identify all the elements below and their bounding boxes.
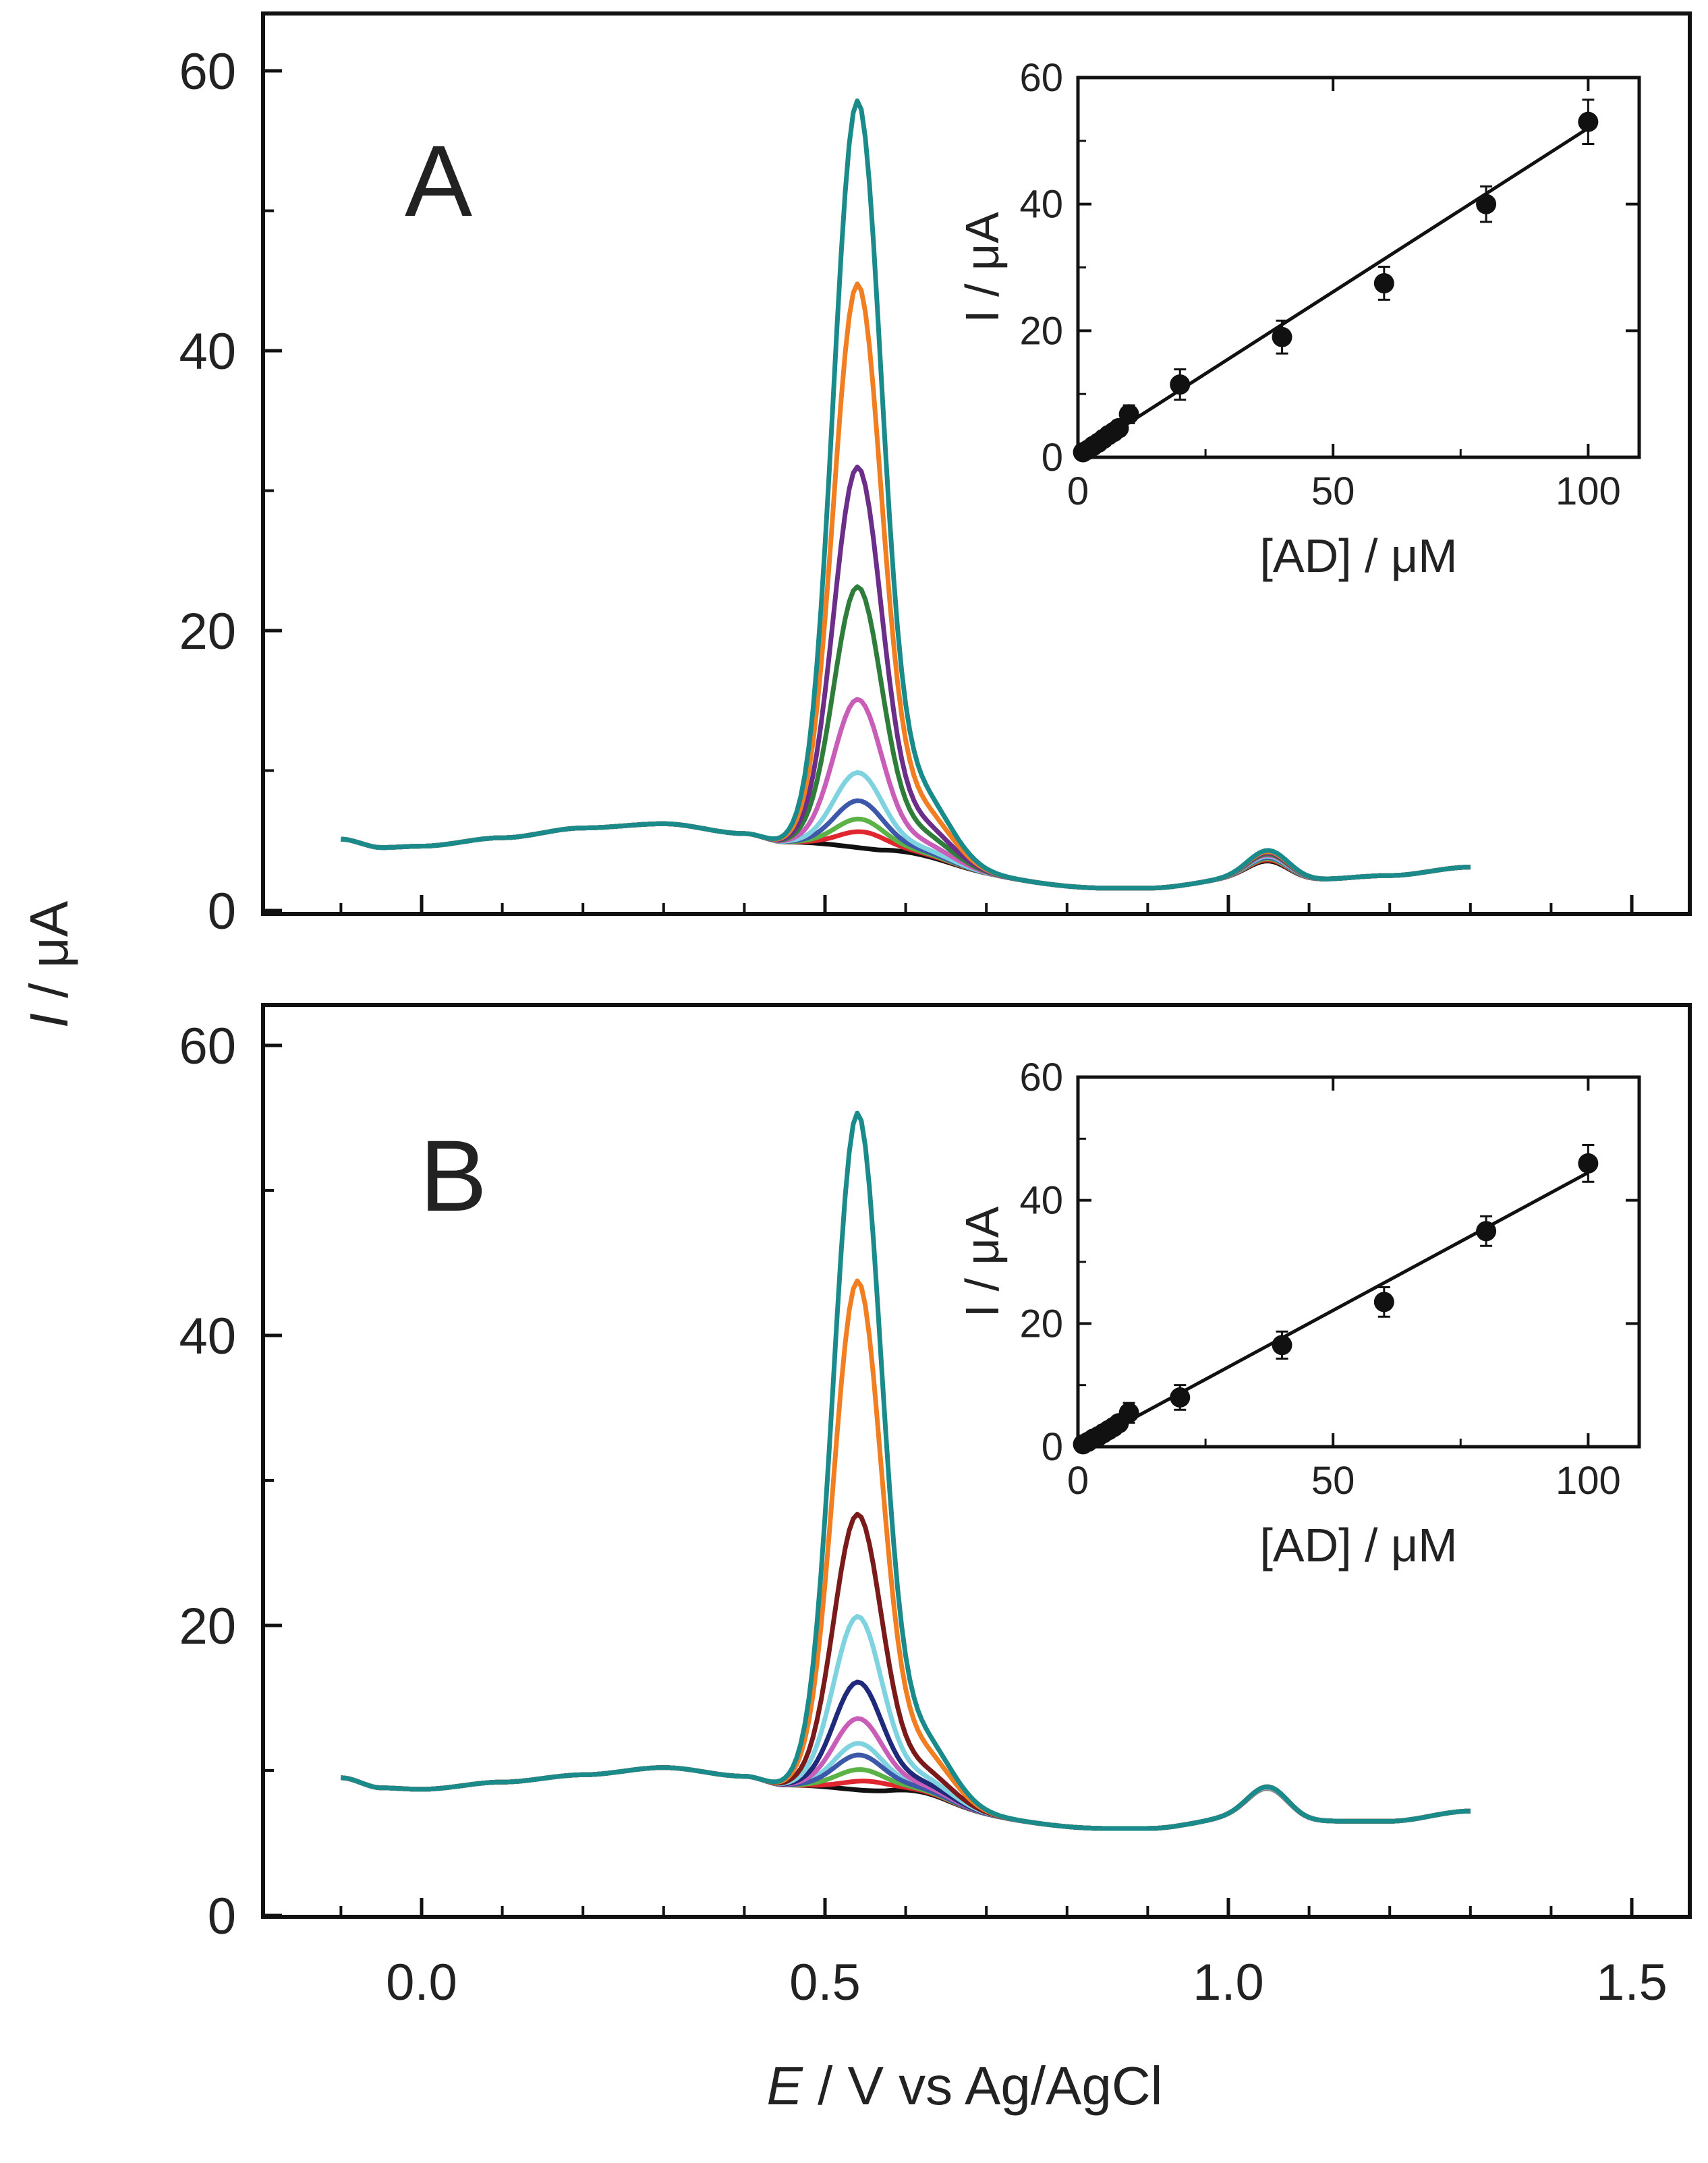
panel-b-inset-ytick-label: 60 bbox=[1019, 1056, 1063, 1099]
panel-a-inset-point bbox=[1476, 194, 1497, 214]
panel-a-inset-fit-line bbox=[1082, 126, 1589, 454]
panel-b-series-11 bbox=[341, 1110, 1471, 1831]
panel-b-ytick-label: 40 bbox=[179, 1308, 236, 1365]
panel-b-inset-xtick-label: 0 bbox=[1067, 1459, 1089, 1503]
panel-a-ytick-label: 60 bbox=[179, 43, 236, 100]
panel-a-inset-point bbox=[1118, 404, 1139, 425]
panel-b-inset-point bbox=[1170, 1387, 1191, 1408]
x-axis-label: E / V vs Ag/AgCl bbox=[767, 2056, 1163, 2116]
panel-a-inset-point bbox=[1373, 272, 1394, 293]
panel-a-frame bbox=[261, 11, 1692, 916]
panel-a-inset-ytick-label: 40 bbox=[1019, 183, 1063, 227]
x-tick-label: 0.5 bbox=[789, 1954, 861, 2011]
panel-b-inset-xtick-label: 50 bbox=[1311, 1459, 1355, 1503]
y-axis-label: I / μA bbox=[19, 900, 79, 1028]
panel-a-inset-ytick-label: 0 bbox=[1042, 436, 1063, 480]
panel-b-inset-point bbox=[1373, 1292, 1394, 1313]
panel-a-inset-xtick-label: 50 bbox=[1311, 469, 1355, 513]
panel-b-inset-frame bbox=[1076, 1075, 1641, 1449]
panel-a-inset-xtick-label: 0 bbox=[1067, 469, 1089, 513]
panel-a-inset-ylabel: I / μA bbox=[956, 212, 1008, 323]
panel-a-inset-xlabel: [AD] / μM bbox=[1259, 529, 1457, 582]
panel-a-inset-ytick-label: 60 bbox=[1019, 56, 1063, 100]
panel-a-inset-point bbox=[1170, 374, 1191, 395]
panel-a-inset-point bbox=[1578, 111, 1599, 132]
panel-a: 0 20 40 60 0 20 40 60 0 50 100 [AD] / μM I / μA bbox=[179, 43, 1641, 940]
panel-b-inset-ytick-label: 40 bbox=[1019, 1179, 1063, 1223]
x-tick-label: 1.0 bbox=[1193, 1954, 1264, 2011]
panel-b-inset-xlabel: [AD] / μM bbox=[1259, 1519, 1457, 1571]
panel-a-ytick-label: 40 bbox=[179, 323, 236, 380]
panel-b-inset-ytick-label: 20 bbox=[1019, 1302, 1063, 1346]
panel-a-letter: A bbox=[405, 124, 472, 237]
panel-a-inset-xtick-label: 100 bbox=[1556, 469, 1621, 513]
panel-b-letter: B bbox=[420, 1119, 487, 1232]
panel-b-inset-point bbox=[1118, 1402, 1139, 1423]
panel-a-series-10 bbox=[341, 98, 1471, 891]
panel-b-inset-point bbox=[1272, 1335, 1292, 1356]
panel-b-inset-xtick-label: 100 bbox=[1556, 1459, 1621, 1503]
panel-b-inset-ytick-label: 0 bbox=[1042, 1425, 1063, 1469]
panel-b-inset-point bbox=[1578, 1153, 1599, 1174]
panel-b: 0 20 40 60 0.0 0.5 1.0 1.5 0 20 40 60 0 50 100 [AD] / μ… bbox=[179, 1018, 1667, 2011]
x-tick-label: 0.0 bbox=[386, 1954, 457, 2011]
panel-b-inset-fit-line bbox=[1082, 1171, 1589, 1447]
panel-b-ytick-label: 0 bbox=[208, 1888, 236, 1945]
x-tick-label: 1.5 bbox=[1596, 1954, 1668, 2011]
panel-b-ytick-label: 20 bbox=[179, 1598, 236, 1655]
panel-a-ytick-label: 0 bbox=[208, 883, 236, 940]
panel-b-frame bbox=[261, 1003, 1692, 1919]
panel-a-inset-point bbox=[1272, 326, 1292, 347]
panel-a-inset-ytick-label: 20 bbox=[1019, 309, 1063, 353]
panel-b-inset-point bbox=[1476, 1221, 1497, 1242]
panel-b-inset-ylabel: I / μA bbox=[956, 1206, 1008, 1317]
panel-b-ytick-label: 60 bbox=[179, 1018, 236, 1075]
panel-a-ytick-label: 20 bbox=[179, 603, 236, 660]
